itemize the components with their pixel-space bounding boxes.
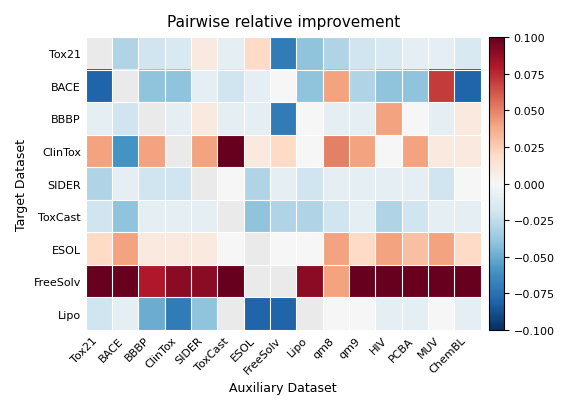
Y-axis label: Target Dataset: Target Dataset <box>15 138 28 230</box>
Title: Pairwise relative improvement: Pairwise relative improvement <box>166 15 400 30</box>
X-axis label: Auxiliary Dataset: Auxiliary Dataset <box>230 381 337 394</box>
